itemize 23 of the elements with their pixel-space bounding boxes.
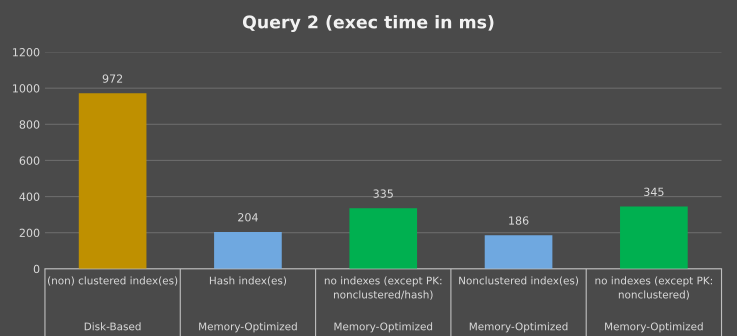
y-tick-label: 200: [20, 228, 40, 238]
category-label: (non) clustered index(es) Disk-Based: [48, 276, 178, 330]
data-label: 345: [644, 188, 664, 196]
category-label: Hash index(es) Memory-Optimized: [199, 276, 297, 332]
y-tick-label: 400: [19, 192, 40, 201]
y-tick-label: 600: [20, 156, 40, 165]
data-label: 204: [238, 213, 258, 222]
bar: [349, 208, 418, 269]
data-label: 335: [373, 189, 393, 198]
category-label: Nonclustered index(es) Memory-Optimized: [459, 276, 578, 332]
bar: [484, 235, 552, 269]
y-tick-label: 1000: [13, 84, 40, 93]
chart-title: Query 2 (exec time in ms): [242, 15, 494, 32]
category-label: no indexes (except PK: nonclustered/hash) Memory-Optimized: [324, 276, 442, 332]
y-tick-label: 0: [34, 264, 40, 274]
data-label: 186: [509, 216, 528, 225]
bar: [78, 93, 146, 269]
category-label: no indexes (except PK: nonclustered) Memory-Optimized: [595, 276, 712, 332]
y-tick-label: 1200: [13, 48, 40, 56]
bar: [620, 206, 688, 269]
y-tick-label: 800: [20, 120, 40, 129]
bar: [214, 232, 282, 269]
data-label: 972: [102, 74, 122, 83]
